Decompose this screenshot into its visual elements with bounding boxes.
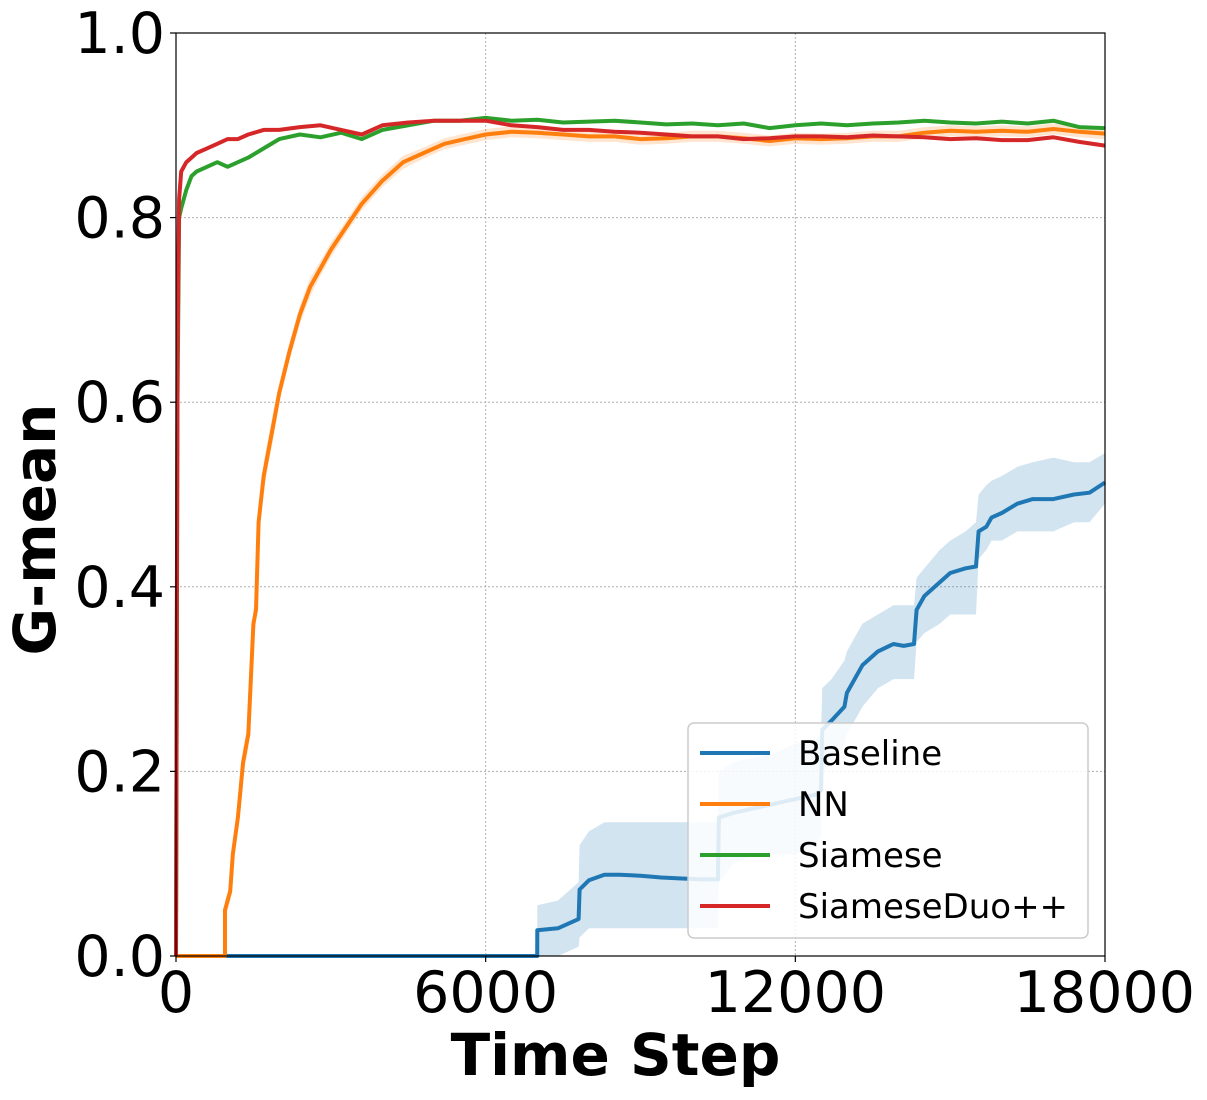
x-axis-title: Time Step bbox=[451, 1021, 781, 1089]
legend-label: Siamese bbox=[798, 836, 943, 876]
y-tick-label: 0.2 bbox=[74, 739, 165, 805]
axis-ticks: 0 6000 12000 18000 0.0 0.2 0.4 0.6 0.8 1.0 bbox=[74, 1, 1195, 1026]
legend-box bbox=[687, 722, 1089, 939]
legend-label: Baseline bbox=[798, 734, 942, 774]
legend-label: SiameseDuo++ bbox=[798, 887, 1068, 927]
y-tick-label: 0.6 bbox=[74, 370, 165, 436]
series-line-2 bbox=[174, 115, 1106, 957]
y-axis-title: G-mean bbox=[1, 404, 69, 656]
series-line-3 bbox=[174, 118, 1106, 957]
y-tick-label: 0.4 bbox=[74, 555, 165, 621]
confidence-bands bbox=[176, 123, 1105, 956]
series-lines bbox=[174, 115, 1107, 958]
legend: Baseline NN Siamese SiameseDuo++ bbox=[687, 722, 1089, 939]
legend-label: NN bbox=[798, 785, 849, 825]
x-tick-label: 18000 bbox=[1014, 960, 1195, 1026]
y-tick-label: 0.8 bbox=[74, 186, 165, 252]
y-tick-label: 0.0 bbox=[74, 924, 165, 990]
plot-frame bbox=[175, 32, 1106, 957]
x-tick-label: 12000 bbox=[705, 960, 886, 1026]
x-tick-label: 0 bbox=[158, 960, 194, 1026]
series-line-0 bbox=[176, 480, 1107, 958]
confidence-band-0 bbox=[176, 453, 1105, 956]
x-tick-label: 6000 bbox=[413, 960, 558, 1026]
y-tick-label: 1.0 bbox=[74, 1, 165, 67]
